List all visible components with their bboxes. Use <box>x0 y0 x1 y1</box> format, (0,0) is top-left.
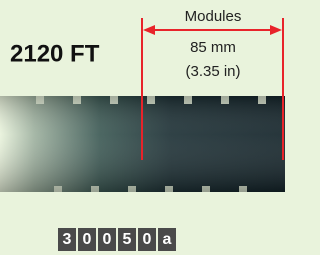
dimension-label: Modules <box>185 8 242 25</box>
code-char: 0 <box>103 231 112 248</box>
code-char: 0 <box>83 231 92 248</box>
dimension-metric: 85 mm <box>190 39 236 56</box>
code-char: a <box>163 231 172 248</box>
dimension-imperial: (3.35 in) <box>185 63 240 80</box>
code-char: 3 <box>63 231 72 248</box>
code-char: 0 <box>143 231 152 248</box>
code-char: 5 <box>123 231 132 248</box>
product-title: 2120 FT <box>10 40 100 67</box>
